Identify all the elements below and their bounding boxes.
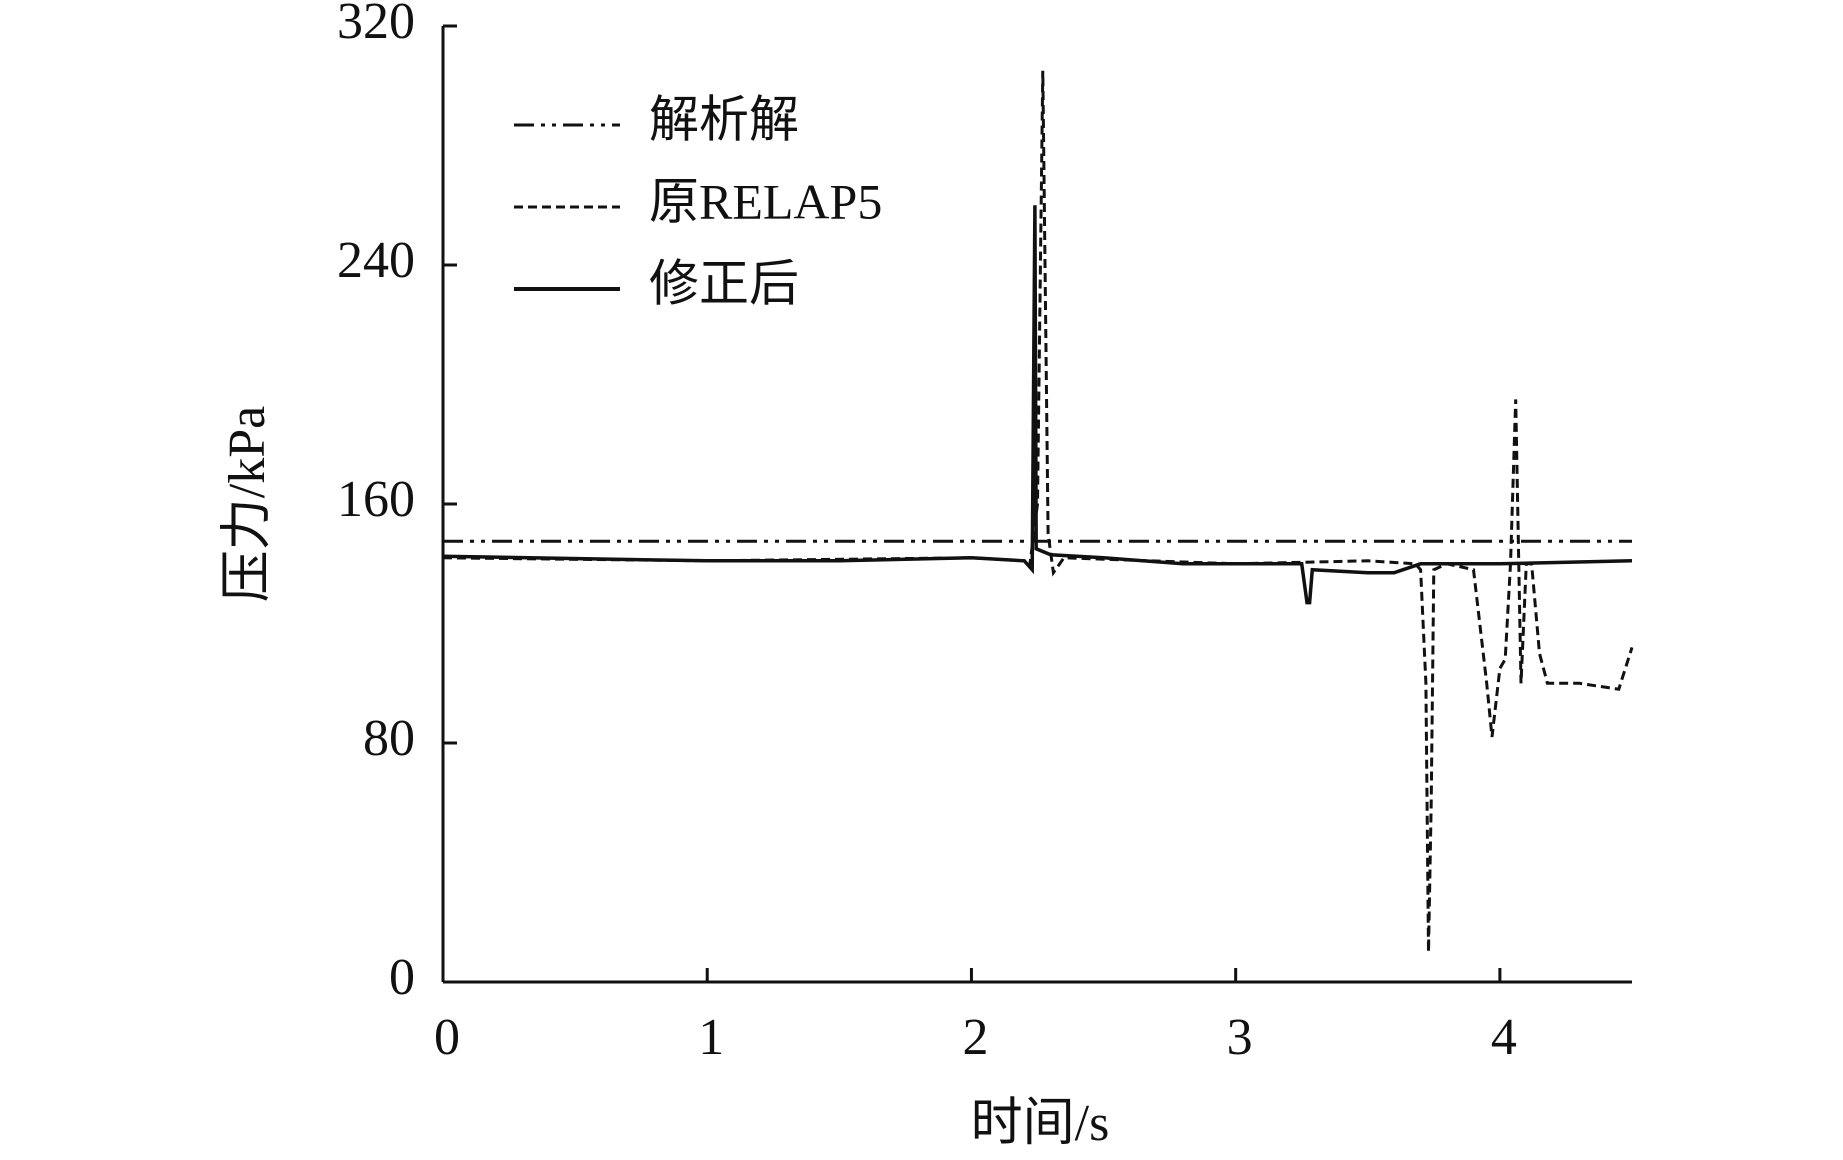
x-tick-label: 0 <box>434 1009 460 1066</box>
legend-label: 修正后 <box>649 255 799 311</box>
legend-label: 原RELAP5 <box>649 173 882 229</box>
x-tick-label: 3 <box>1227 1009 1253 1066</box>
y-tick-label: 160 <box>337 471 415 528</box>
y-tick-label: 240 <box>337 232 415 289</box>
legend-label: 解析解 <box>649 91 799 147</box>
x-axis-title: 时间/s <box>971 1095 1110 1152</box>
y-tick-label: 0 <box>389 949 415 1006</box>
series-line <box>442 205 1633 605</box>
y-tick-label: 320 <box>337 0 415 50</box>
x-tick-label: 2 <box>962 1009 988 1066</box>
y-axis-title: 压力/kPa <box>219 406 276 602</box>
x-tick-label: 1 <box>698 1009 724 1066</box>
y-tick-label: 80 <box>363 710 415 767</box>
x-tick-label: 4 <box>1491 1009 1517 1066</box>
